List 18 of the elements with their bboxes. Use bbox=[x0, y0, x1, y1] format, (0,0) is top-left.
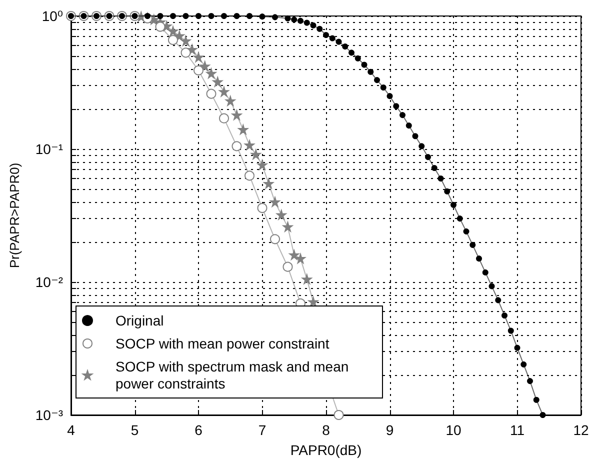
y-axis-title: Pr(PAPR>PAPR0) bbox=[7, 162, 22, 268]
y-tick-label: 10⁻³ bbox=[35, 407, 64, 423]
x-tick-label: 6 bbox=[194, 422, 203, 438]
legend-label: SOCP with spectrum mask and mean power constraints bbox=[116, 358, 353, 392]
x-tick-label: 12 bbox=[573, 422, 589, 438]
x-tick-label: 9 bbox=[386, 422, 394, 438]
y-tick-label: 10⁻¹ bbox=[35, 141, 64, 157]
x-axis-title: PAPR0(dB) bbox=[290, 442, 362, 458]
x-tick-label: 10 bbox=[446, 422, 462, 438]
x-tick-label: 8 bbox=[322, 422, 330, 438]
y-tick-label: 10⁻² bbox=[35, 274, 64, 290]
legend-label: SOCP with mean power constraint bbox=[116, 336, 330, 352]
x-tick-label: 11 bbox=[510, 422, 525, 438]
x-tick-label: 4 bbox=[67, 422, 76, 438]
legend-label: Original bbox=[116, 312, 164, 328]
y-tick-label: 10⁰ bbox=[42, 8, 64, 24]
x-tick-label: 7 bbox=[258, 422, 266, 438]
x-tick-label: 5 bbox=[130, 422, 139, 438]
